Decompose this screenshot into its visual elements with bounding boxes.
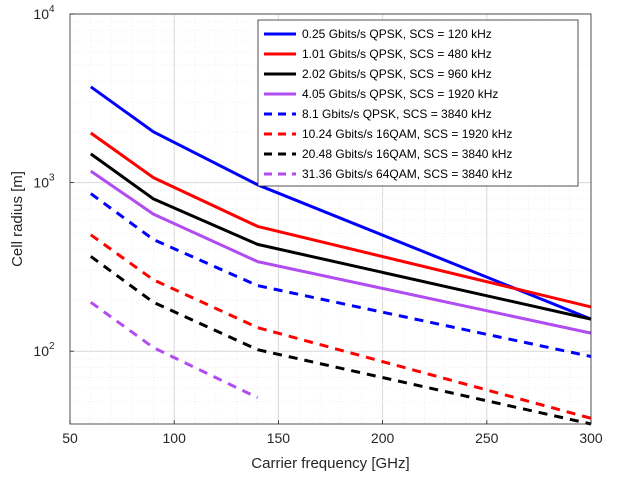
legend: 0.25 Gbits/s QPSK, SCS = 120 kHz 1.01 Gbi… bbox=[257, 19, 579, 187]
x-tick-label: 200 bbox=[371, 430, 395, 446]
x-tick-label: 100 bbox=[163, 430, 187, 446]
x-tick-label: 150 bbox=[267, 430, 291, 446]
legend-label: 31.36 Gbits/s 64QAM, SCS = 3840 kHz bbox=[302, 167, 512, 181]
y-axis-label: Cell radius [m] bbox=[9, 171, 26, 267]
series-line-1 bbox=[89, 85, 592, 321]
legend-label: 8.1 Gbits/s QPSK, SCS = 3840 kHz bbox=[302, 107, 492, 121]
x-tick-label: 300 bbox=[579, 430, 603, 446]
plot-frame bbox=[69, 13, 592, 425]
series-line-6 bbox=[89, 233, 592, 420]
y-tick-label: 103 bbox=[33, 173, 55, 191]
series-lines bbox=[89, 85, 592, 426]
series-line-5 bbox=[89, 192, 592, 358]
series-line-7 bbox=[89, 255, 592, 426]
x-tick-labels: 50 100 150 200 250 300 bbox=[62, 420, 603, 446]
x-tick-label: 50 bbox=[62, 430, 78, 446]
y-tick-label: 102 bbox=[33, 341, 55, 359]
legend-label: 0.25 Gbits/s QPSK, SCS = 120 kHz bbox=[302, 27, 492, 41]
legend-label: 2.02 Gbits/s QPSK, SCS = 960 kHz bbox=[302, 67, 492, 81]
legend-label: 1.01 Gbits/s QPSK, SCS = 480 kHz bbox=[302, 47, 492, 61]
legend-label: 4.05 Gbits/s QPSK, SCS = 1920 kHz bbox=[302, 87, 498, 101]
legend-label: 10.24 Gbits/s 16QAM, SCS = 1920 kHz bbox=[302, 127, 512, 141]
series-line-4 bbox=[89, 169, 592, 335]
series-line-2 bbox=[89, 131, 592, 309]
x-tick-label: 250 bbox=[475, 430, 499, 446]
y-tick-labels: 102 103 104 bbox=[33, 4, 74, 359]
x-axis-label: Carrier frequency [GHz] bbox=[251, 455, 409, 472]
legend-box bbox=[257, 19, 579, 187]
y-tick-label: 104 bbox=[33, 4, 55, 22]
series-line-3 bbox=[89, 152, 592, 321]
legend-label: 20.48 Gbits/s 16QAM, SCS = 3840 kHz bbox=[302, 147, 512, 161]
